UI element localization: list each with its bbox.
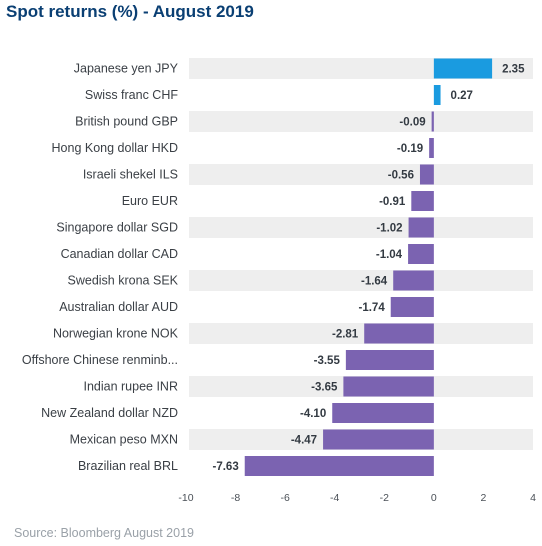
x-tick-label: -4 <box>330 492 339 504</box>
value-label: -1.64 <box>361 276 388 288</box>
category-label: Singapore dollar SGD <box>56 221 178 235</box>
bar <box>433 85 441 105</box>
value-label: -1.74 <box>359 302 386 314</box>
category-label: Hong Kong dollar HKD <box>52 141 178 155</box>
category-label: Brazilian real BRL <box>78 459 178 473</box>
bar <box>408 244 434 264</box>
value-label: -0.91 <box>379 196 406 208</box>
bars <box>244 58 493 476</box>
category-label: Mexican peso MXN <box>70 433 178 447</box>
category-label: Offshore Chinese renminb... <box>22 353 178 367</box>
bar <box>244 456 434 476</box>
value-label: -0.19 <box>397 143 423 155</box>
value-label: -4.10 <box>300 408 326 420</box>
category-labels: Japanese yen JPY Swiss franc CHF British p… <box>22 62 179 474</box>
row-band <box>189 111 533 132</box>
category-label: British pound GBP <box>75 115 178 129</box>
category-label: Euro EUR <box>122 194 178 208</box>
value-label: 0.27 <box>451 90 473 102</box>
category-label: Canadian dollar CAD <box>61 247 178 261</box>
bar <box>390 297 434 317</box>
bar <box>431 111 434 132</box>
value-label: -7.63 <box>213 461 239 473</box>
value-label: 2.35 <box>502 64 525 76</box>
row-band <box>189 270 533 291</box>
value-label: -3.55 <box>314 355 341 367</box>
x-tick-label: -2 <box>380 492 389 504</box>
bar <box>429 138 434 158</box>
row-band <box>189 217 533 238</box>
bar <box>408 217 434 238</box>
category-label: Indian rupee INR <box>83 380 178 394</box>
source-note: Source: Bloomberg August 2019 <box>14 526 194 540</box>
bar <box>323 429 434 450</box>
value-label: -0.09 <box>399 117 425 129</box>
chart-title: Spot returns (%) - August 2019 <box>6 2 254 21</box>
bar <box>345 350 434 370</box>
bar <box>433 58 493 79</box>
category-label: Norwegian krone NOK <box>53 327 179 341</box>
category-label: Japanese yen JPY <box>74 62 179 76</box>
value-label: -0.56 <box>388 170 414 182</box>
category-label: Swiss franc CHF <box>85 88 178 102</box>
value-labels: 2.35 0.27 -0.09 -0.19 -0.56 -0.91 -1.02 -1.04 -1… <box>213 64 526 474</box>
x-tick-label: -10 <box>178 492 193 504</box>
value-label: -4.47 <box>291 435 317 447</box>
bar <box>419 164 434 185</box>
x-tick-label: -6 <box>280 492 289 504</box>
row-band <box>189 323 533 344</box>
bar <box>343 376 434 397</box>
x-tick-label: -8 <box>231 492 240 504</box>
row-band <box>189 164 533 185</box>
value-label: -2.81 <box>332 329 359 341</box>
bar <box>393 270 434 291</box>
x-axis-ticks: -10 -8 -6 -4 -2 0 2 4 <box>178 492 536 504</box>
value-label: -1.02 <box>376 223 402 235</box>
bar <box>332 403 434 423</box>
value-label: -3.65 <box>311 382 338 394</box>
x-tick-label: 4 <box>530 492 536 504</box>
x-tick-label: 2 <box>481 492 487 504</box>
value-label: -1.04 <box>376 249 403 261</box>
bar <box>411 191 434 211</box>
category-label: New Zealand dollar NZD <box>41 406 178 420</box>
category-label: Australian dollar AUD <box>59 300 178 314</box>
category-label: Swedish krona SEK <box>68 274 179 288</box>
x-tick-label: 0 <box>431 492 437 504</box>
bar <box>364 323 434 344</box>
category-label: Israeli shekel ILS <box>83 168 178 182</box>
